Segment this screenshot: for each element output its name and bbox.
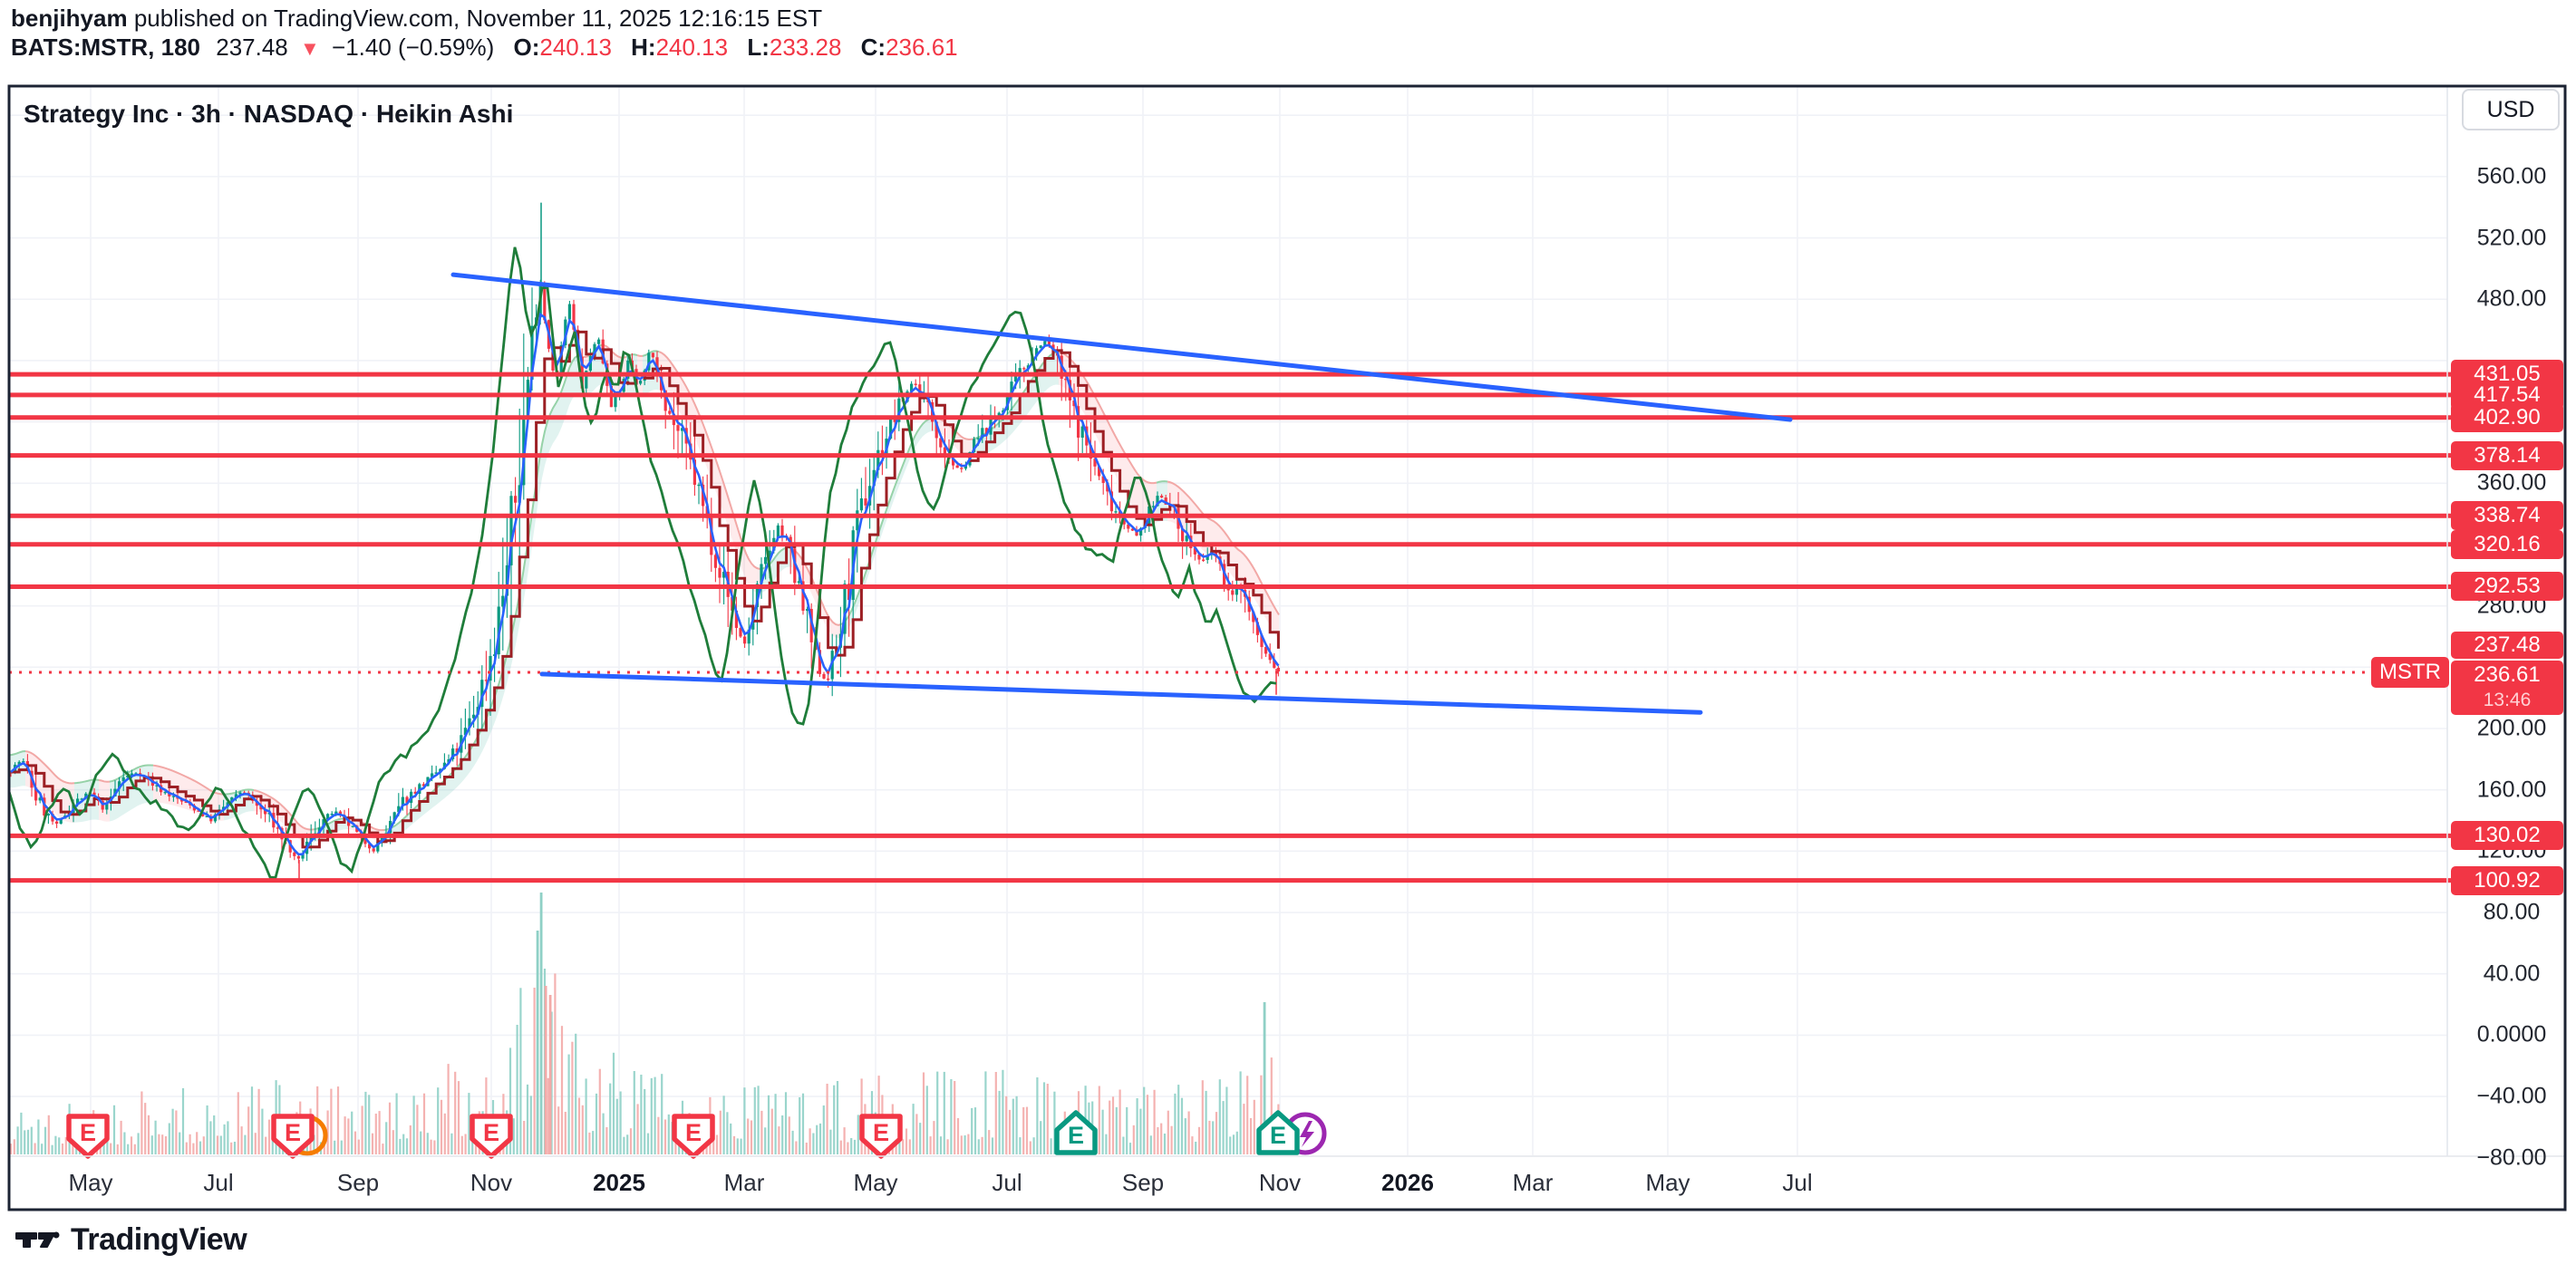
price-tick-label: 560.00 (2476, 163, 2547, 189)
bar-countdown: 13:46 (2483, 690, 2532, 711)
time-tick-label: Nov (470, 1169, 513, 1196)
heikin-ashi-candles (10, 202, 1280, 881)
currency-toggle-button[interactable]: USD (2462, 89, 2560, 130)
time-tick-label: Nov (1258, 1169, 1302, 1196)
price-tick-label: 40.00 (2483, 960, 2541, 987)
symbol-price-tag: MSTR (2371, 657, 2449, 689)
level-price-label: 292.53 (2451, 572, 2563, 602)
gridlines (9, 87, 2447, 1155)
session-price-label: 237.48 (2451, 632, 2563, 660)
price-tick-label: −40.00 (2476, 1083, 2547, 1109)
earnings-badge[interactable]: E (470, 1114, 513, 1159)
svg-text:E: E (80, 1119, 96, 1146)
high-value: 240.13 (655, 34, 729, 61)
high-label: H: (631, 34, 656, 61)
time-tick-label: Sep (336, 1169, 380, 1196)
open-value: 240.13 (539, 34, 612, 61)
price-tick-label: 480.00 (2476, 285, 2547, 312)
price-tick-label: 80.00 (2483, 899, 2541, 925)
lower-descending-trendline[interactable] (539, 671, 1703, 715)
low-label: L: (747, 34, 770, 61)
svg-text:E: E (873, 1119, 889, 1146)
time-tick-label: Jul (1782, 1169, 1813, 1196)
price-tick-label: 160.00 (2476, 777, 2547, 803)
symbol-status-row: BATS:MSTR, 180 237.48 ▼ −1.40 (−0.59%) O… (11, 34, 958, 62)
symbol-interval: BATS:MSTR, 180 (11, 34, 200, 61)
volume-bars (9, 893, 1280, 1154)
tradingview-logo-text: TradingView (71, 1221, 247, 1257)
svg-text:E: E (285, 1119, 301, 1146)
price-tick-label: 0.0000 (2476, 1021, 2547, 1047)
horizontal-price-levels[interactable] (9, 372, 2458, 883)
level-price-label: 338.74 (2451, 501, 2563, 531)
earnings-badge[interactable]: E (1256, 1110, 1300, 1155)
current-price-value: 236.61 (2474, 662, 2541, 688)
level-price-label: 320.16 (2451, 529, 2563, 559)
earnings-badge[interactable]: E (1054, 1110, 1098, 1155)
price-tick-label: 360.00 (2476, 469, 2547, 496)
svg-text:E: E (685, 1119, 702, 1146)
price-tick-label: 200.00 (2476, 715, 2547, 741)
earnings-badge[interactable]: E (672, 1114, 715, 1159)
time-tick-label: Mar (723, 1169, 765, 1196)
level-price-label: 402.90 (2451, 402, 2563, 432)
chart-legend-title: Strategy Inc · 3h · NASDAQ · Heikin Ashi (24, 100, 514, 128)
upper-descending-trendline[interactable] (450, 272, 1793, 422)
author-name: benjihyam (11, 5, 128, 32)
time-tick-label: Jul (992, 1169, 1022, 1196)
low-value: 233.28 (769, 34, 842, 61)
down-triangle-icon: ▼ (300, 37, 320, 60)
open-label: O: (513, 34, 540, 61)
time-tick-label: Sep (1121, 1169, 1165, 1196)
price-change: −1.40 (−0.59%) (332, 34, 495, 61)
svg-text:E: E (1270, 1122, 1286, 1149)
price-tick-label: 520.00 (2476, 225, 2547, 251)
tradingview-logo-icon (15, 1231, 60, 1248)
close-value: 236.61 (886, 34, 958, 61)
time-tick-label: May (853, 1169, 898, 1196)
lightning-icon (1300, 1121, 1314, 1147)
time-tick-label: 2026 (1381, 1169, 1434, 1196)
level-price-label: 130.02 (2451, 821, 2563, 851)
time-tick-label: 2025 (593, 1169, 645, 1196)
svg-text:E: E (483, 1119, 499, 1146)
earnings-badge[interactable]: E (66, 1114, 110, 1159)
time-tick-label: Jul (203, 1169, 234, 1196)
earnings-badge[interactable]: E (271, 1114, 315, 1159)
publish-info: published on TradingView.com, November 1… (127, 5, 823, 32)
level-price-label: 100.92 (2451, 865, 2563, 895)
close-label: C: (860, 34, 886, 61)
trailing-step-line (11, 330, 1280, 849)
current-price-label: 236.61 13:46 (2451, 661, 2563, 716)
level-price-label: 378.14 (2451, 440, 2563, 470)
price-tick-label: −80.00 (2476, 1144, 2547, 1171)
time-tick-label: Mar (1512, 1169, 1554, 1196)
svg-text:E: E (1068, 1122, 1084, 1149)
tradingview-logo[interactable]: TradingView (15, 1221, 247, 1258)
time-tick-label: May (1645, 1169, 1690, 1196)
last-price: 237.48 (216, 34, 288, 61)
earnings-badge[interactable]: E (859, 1114, 903, 1159)
time-tick-label: May (68, 1169, 113, 1196)
publish-byline: benjihyam published on TradingView.com, … (11, 5, 822, 33)
chart-frame (7, 84, 2567, 1211)
